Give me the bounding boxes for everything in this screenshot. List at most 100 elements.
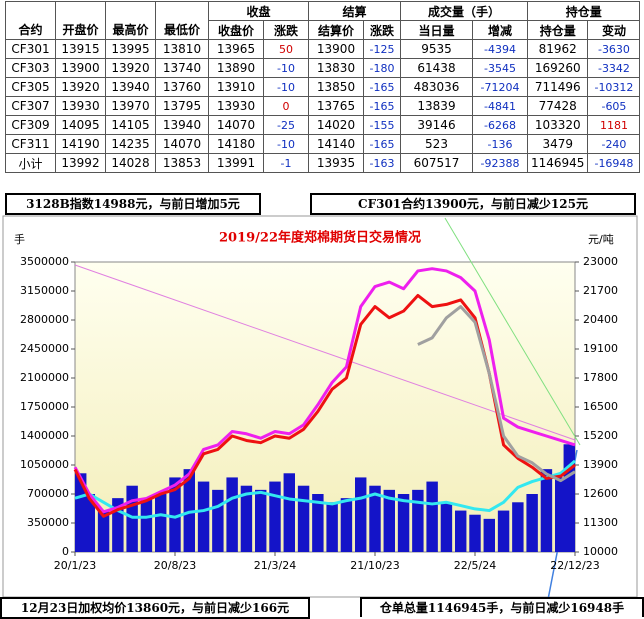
table-cell: -165 — [363, 96, 401, 116]
table-cell: -136 — [472, 134, 528, 154]
table-cell: -25 — [263, 115, 309, 135]
bar — [383, 489, 395, 552]
column-header: 增减 — [472, 20, 528, 40]
bar — [469, 514, 481, 552]
bar — [412, 489, 424, 552]
blank-cell — [105, 1, 156, 21]
table-cell: 13900 — [308, 39, 364, 59]
y2-tick-label: 16500 — [583, 400, 618, 413]
y-tick-label: 1750000 — [20, 400, 69, 413]
bar — [183, 469, 195, 552]
bar — [340, 498, 353, 552]
bar — [512, 502, 524, 552]
table-cell: 81962 — [526, 39, 589, 59]
y-tick-label: 2100000 — [20, 371, 69, 384]
y-tick-label: 700000 — [27, 487, 69, 500]
table-cell: 61438 — [400, 58, 473, 78]
table-cell: 13930 — [55, 96, 106, 116]
table-cell: CF309 — [5, 115, 56, 135]
y-tick-label: 3500000 — [20, 255, 69, 268]
bar — [169, 477, 181, 552]
table-cell: 13992 — [55, 153, 106, 173]
chart-title: 2019/22年度郑棉期货日交易情况 — [219, 230, 421, 246]
column-header: 结算价 — [308, 20, 364, 40]
table-cell: 14070 — [208, 115, 264, 135]
bar — [212, 489, 224, 552]
column-header: 开盘价 — [55, 20, 106, 40]
bar — [540, 469, 553, 552]
column-header: 收盘价 — [208, 20, 264, 40]
table-cell: -125 — [363, 39, 401, 59]
y-tick-label: 3150000 — [20, 284, 69, 297]
table-cell: 483036 — [400, 77, 473, 97]
bar — [240, 485, 253, 552]
bar — [75, 473, 87, 552]
bar — [83, 494, 95, 552]
column-header: 合约 — [5, 20, 56, 40]
table-cell: -4841 — [472, 96, 528, 116]
bar — [155, 494, 167, 552]
bar — [526, 494, 538, 552]
bar — [426, 481, 438, 552]
table-cell: -165 — [363, 134, 401, 154]
bar — [269, 481, 281, 552]
bar — [197, 481, 210, 552]
table-cell: 14028 — [105, 153, 156, 173]
bar — [97, 510, 110, 552]
table-cell: 13740 — [155, 58, 209, 78]
group-header: 收盘 — [208, 1, 309, 21]
table-cell: 13830 — [308, 58, 364, 78]
table-cell: CF303 — [5, 58, 56, 78]
table-cell: 13795 — [155, 96, 209, 116]
bar — [312, 494, 324, 552]
y-axis-label: 手 — [14, 232, 25, 246]
table-cell: 0 — [263, 96, 309, 116]
table-cell: 14105 — [105, 115, 156, 135]
table-cell: 13970 — [105, 96, 156, 116]
y2-tick-label: 12600 — [583, 487, 618, 500]
y-tick-label: 1050000 — [20, 458, 69, 471]
y2-tick-label: 10000 — [583, 545, 618, 558]
x-tick-label: 20/8/23 — [154, 559, 196, 572]
bar — [112, 498, 124, 552]
table-cell: 13853 — [155, 153, 209, 173]
column-header: 最低价 — [155, 20, 209, 40]
table-cell: 13760 — [155, 77, 209, 97]
table-cell: -10 — [263, 58, 309, 78]
x-tick-label: 20/1/23 — [54, 559, 96, 572]
blank-cell — [155, 1, 209, 21]
table-cell: 169260 — [526, 58, 589, 78]
table-cell: -605 — [587, 96, 641, 116]
x-tick-label: 22/12/23 — [550, 559, 599, 572]
y2-tick-label: 15200 — [583, 429, 618, 442]
bar — [397, 494, 410, 552]
table-cell: -163 — [363, 153, 401, 173]
table-cell: 13940 — [155, 115, 209, 135]
bar — [355, 477, 367, 552]
column-header: 涨跌 — [263, 20, 309, 40]
trend-line — [74, 264, 576, 441]
group-header: 成交量（手） — [400, 1, 528, 21]
table-cell: 13910 — [208, 77, 264, 97]
table-cell: CF301 — [5, 39, 56, 59]
table-cell: 13920 — [105, 58, 156, 78]
line — [73, 267, 576, 514]
table-cell: 13995 — [105, 39, 156, 59]
y-tick-label: 350000 — [27, 516, 69, 529]
bar — [255, 489, 267, 552]
table-cell: -16948 — [587, 153, 641, 173]
y2-tick-label: 17800 — [583, 371, 618, 384]
y2-tick-label: 21700 — [583, 284, 618, 297]
table-cell: -10 — [263, 134, 309, 154]
y-tick-label: 2800000 — [20, 313, 69, 326]
table-cell: 14070 — [155, 134, 209, 154]
y-tick-label: 2450000 — [20, 342, 69, 355]
x-tick-label: 22/5/24 — [454, 559, 496, 572]
blank-cell — [5, 1, 56, 21]
table-cell: CF305 — [5, 77, 56, 97]
table-cell: 13765 — [308, 96, 364, 116]
table-cell: -10 — [263, 77, 309, 97]
table-cell: CF307 — [5, 96, 56, 116]
table-cell: 13935 — [308, 153, 364, 173]
